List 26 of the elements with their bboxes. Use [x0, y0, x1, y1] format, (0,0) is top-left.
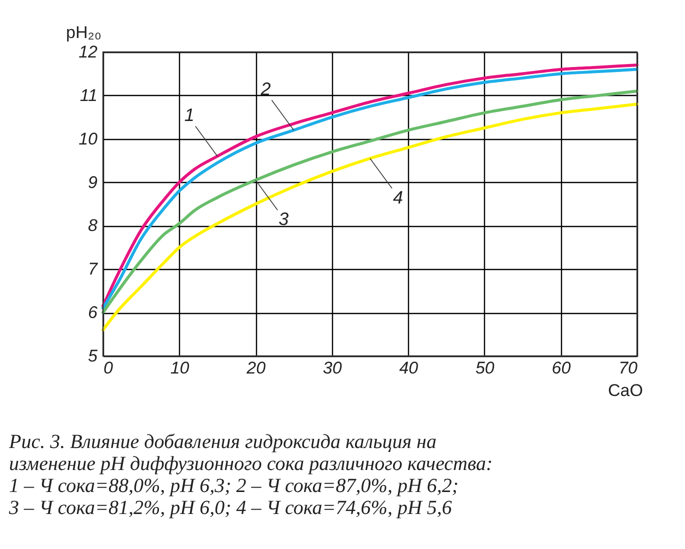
y-tick-label: 11	[80, 86, 98, 105]
annotation: 2	[260, 79, 271, 100]
y-tick-label: 9	[88, 172, 98, 192]
x-tick-label: 50	[475, 358, 495, 378]
y-tick-label: 5	[88, 346, 98, 366]
x-tick-label: 60	[552, 358, 572, 378]
text: 3 – Ч сока=81,2%, pH 6,0; 4 – Ч сока=74,6%, pH 5,6	[8, 497, 452, 519]
x-tick-label: 0	[104, 358, 114, 378]
x-tick-label: 70	[618, 358, 638, 378]
x-tick-label: 10	[170, 358, 190, 378]
x-tick-label: 20	[246, 358, 266, 378]
x-tick-label: 40	[399, 358, 419, 378]
x-axis-title: CaO	[608, 381, 643, 400]
y-tick-label: 8	[88, 216, 98, 236]
text: Рис. 3. Влияние добавления гидроксида кальция на	[8, 431, 436, 453]
annotation: 4	[392, 187, 404, 208]
y-tick-label: 7	[88, 260, 98, 279]
y-tick-label: 12	[78, 42, 98, 62]
y-tick-label: 6	[88, 303, 98, 322]
annotation: 1	[184, 105, 194, 126]
y-tick-label: 10	[78, 129, 98, 148]
x-tick-label: 30	[322, 358, 342, 378]
text: 1 – Ч сока=88,0%, pH 6,3; 2 – Ч сока=87,0%, pH 6,2;	[9, 475, 459, 497]
y-axis-title: pH₂₀	[66, 23, 102, 42]
annotation: 3	[278, 209, 289, 230]
text: изменение pH диффузионного сока различного качества:	[9, 453, 493, 475]
